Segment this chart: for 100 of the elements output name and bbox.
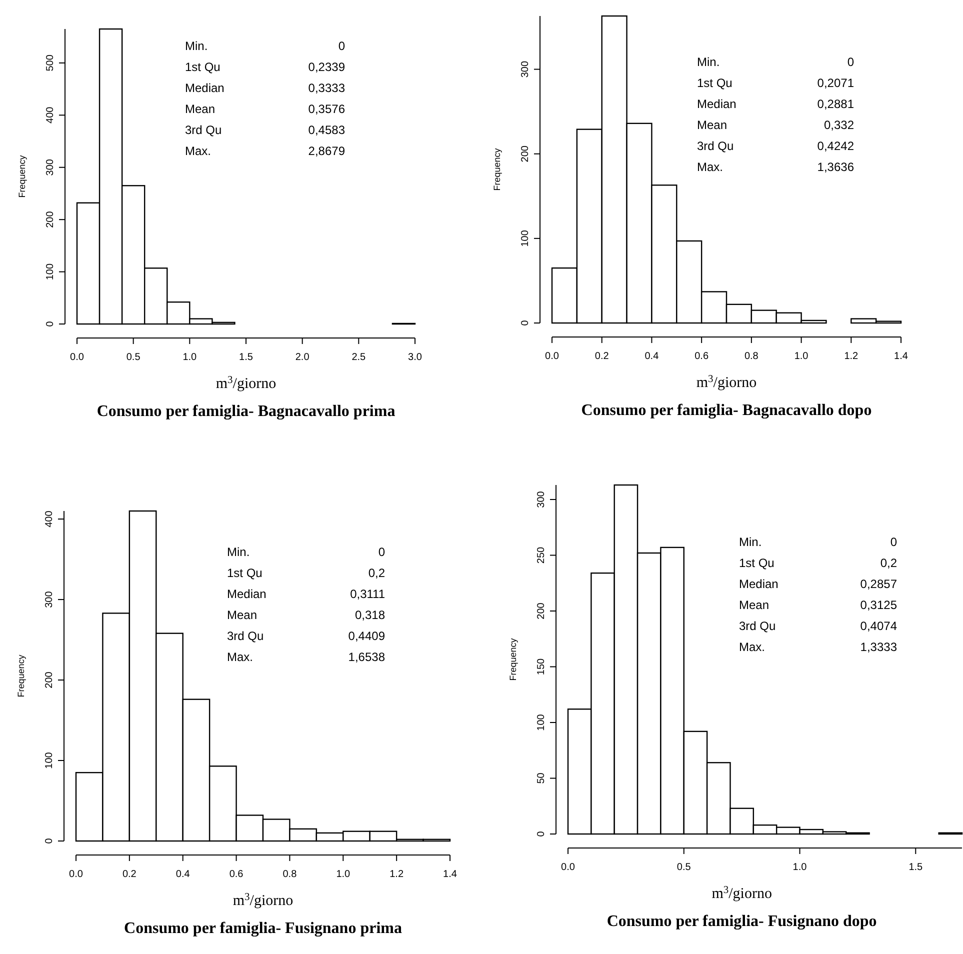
- x-tick-label: 0.2: [122, 869, 137, 880]
- y-tick-label: 300: [45, 158, 56, 176]
- annotation: 0: [890, 535, 898, 549]
- annotation: 1,3636: [817, 160, 854, 174]
- annotation: 0,2881: [817, 97, 854, 111]
- y-tick-label: 400: [44, 510, 55, 528]
- annotation: Mean: [227, 608, 258, 622]
- y-axis-title: Frequency: [508, 638, 518, 681]
- annotation: 0,318: [354, 608, 386, 622]
- x-tick-label: 0.0: [69, 869, 84, 880]
- annotation: 0,4409: [348, 629, 386, 643]
- text: Consumo per famiglia- Bagnacavallo dopo: [581, 402, 872, 419]
- annotation: Min.: [185, 39, 208, 53]
- y-tick-label: 100: [45, 263, 56, 280]
- annotation: 1,3333: [860, 640, 898, 654]
- annotation: Median: [227, 587, 266, 601]
- x-tick-label: 1.0: [792, 862, 808, 873]
- annotation: 0: [378, 545, 386, 559]
- y-tick-label: 300: [520, 60, 531, 78]
- x-tick-label: 0.4: [176, 869, 190, 880]
- y-tick-label: 100: [536, 714, 547, 731]
- annotation: 1st Qu: [185, 60, 220, 74]
- y-tick-label: 500: [45, 54, 56, 72]
- annotation: Max.: [185, 144, 212, 158]
- text: Consumo per famiglia- Bagnacavallo prima: [96, 403, 396, 420]
- x-axis-title: m$^{3}$/giorno: [216, 374, 276, 392]
- annotation: 0,2339: [308, 60, 346, 74]
- annotation: Mean: [185, 102, 216, 116]
- annotation: 1st Qu: [697, 76, 732, 90]
- x-tick-label: 0.6: [229, 869, 244, 880]
- annotation: 3rd Qu: [185, 123, 222, 137]
- y-tick-label: 0: [45, 320, 56, 327]
- annotation: 0,2: [880, 556, 898, 570]
- annotation: 0: [847, 55, 854, 69]
- x-tick-label: 0.5: [676, 862, 692, 873]
- x-tick-label: 1.0: [336, 869, 351, 880]
- annotation: 0,3333: [308, 81, 346, 95]
- x-tick-label: 1.4: [894, 351, 908, 362]
- text: Consumo per famiglia- Fusignano dopo: [606, 913, 877, 930]
- annotation: 0,4074: [860, 619, 898, 633]
- x-tick-label: 2.5: [352, 352, 366, 363]
- annotation: 3rd Qu: [739, 619, 776, 633]
- annotation: Max.: [697, 160, 724, 174]
- x-tick-label: 1.2: [390, 869, 404, 880]
- x-tick-label: 2.0: [295, 352, 310, 363]
- y-tick-label: 0: [520, 320, 531, 326]
- y-tick-label: 250: [536, 546, 547, 564]
- annotation: Mean: [739, 598, 770, 612]
- annotation: 0,2071: [817, 76, 854, 90]
- y-tick-label: 200: [520, 145, 531, 162]
- annotation: 0,3111: [350, 587, 386, 601]
- y-tick-label: 100: [44, 752, 55, 769]
- y-axis-title: Frequency: [17, 154, 27, 198]
- x-axis-title: m$^{3}$/giorno: [712, 884, 772, 902]
- annotation: 0,3125: [860, 598, 898, 612]
- x-tick-label: 0.2: [594, 351, 610, 362]
- annotation: Max.: [739, 640, 766, 654]
- y-tick-label: 150: [536, 658, 547, 676]
- x-tick-label: 0.5: [126, 352, 141, 363]
- x-axis-title: m$^{3}$/giorno: [696, 374, 757, 391]
- x-tick-label: 1.0: [794, 351, 809, 362]
- y-tick-label: 400: [45, 106, 56, 124]
- x-tick-label: 1.0: [182, 352, 198, 363]
- x-tick-label: 0.8: [282, 869, 298, 880]
- y-tick-label: 200: [44, 671, 55, 688]
- annotation: 0,2: [368, 566, 386, 580]
- x-tick-label: 0.6: [694, 351, 709, 362]
- y-tick-label: 200: [45, 210, 56, 228]
- y-tick-label: 50: [536, 772, 547, 784]
- annotation: Max.: [227, 650, 254, 664]
- x-tick-label: 1.2: [844, 351, 859, 362]
- annotation: 0,332: [824, 118, 854, 132]
- y-axis-title: Frequency: [16, 654, 26, 698]
- y-tick-label: 200: [536, 602, 547, 620]
- x-tick-label: 0.0: [70, 352, 84, 363]
- annotation: 1,6538: [348, 650, 386, 664]
- annotation: Median: [185, 81, 224, 95]
- annotation: 0,4583: [308, 123, 346, 137]
- x-tick-label: 3.0: [408, 352, 422, 363]
- annotation: Min.: [739, 535, 762, 549]
- x-tick-label: 1.5: [239, 352, 254, 363]
- text: Consumo per famiglia- Fusignano prima: [124, 920, 402, 937]
- annotation: 3rd Qu: [697, 139, 734, 153]
- y-axis-title: Frequency: [492, 148, 502, 191]
- x-tick-label: 0.0: [561, 862, 576, 873]
- x-tick-label: 0.8: [744, 351, 759, 362]
- y-tick-label: 100: [520, 230, 531, 247]
- x-tick-label: 0.0: [545, 351, 560, 362]
- annotation: Mean: [697, 118, 728, 132]
- annotation: 1st Qu: [739, 556, 774, 570]
- annotation: Min.: [227, 545, 250, 559]
- annotation: 0,3576: [308, 102, 346, 116]
- x-tick-label: 1.4: [443, 869, 458, 880]
- annotation: 3rd Qu: [227, 629, 264, 643]
- y-tick-label: 300: [536, 490, 547, 508]
- annotation: 0: [338, 39, 346, 53]
- annotation: 0,4242: [817, 139, 854, 153]
- annotation: Median: [739, 577, 778, 591]
- annotation: Min.: [697, 55, 720, 69]
- annotation: 1st Qu: [227, 566, 262, 580]
